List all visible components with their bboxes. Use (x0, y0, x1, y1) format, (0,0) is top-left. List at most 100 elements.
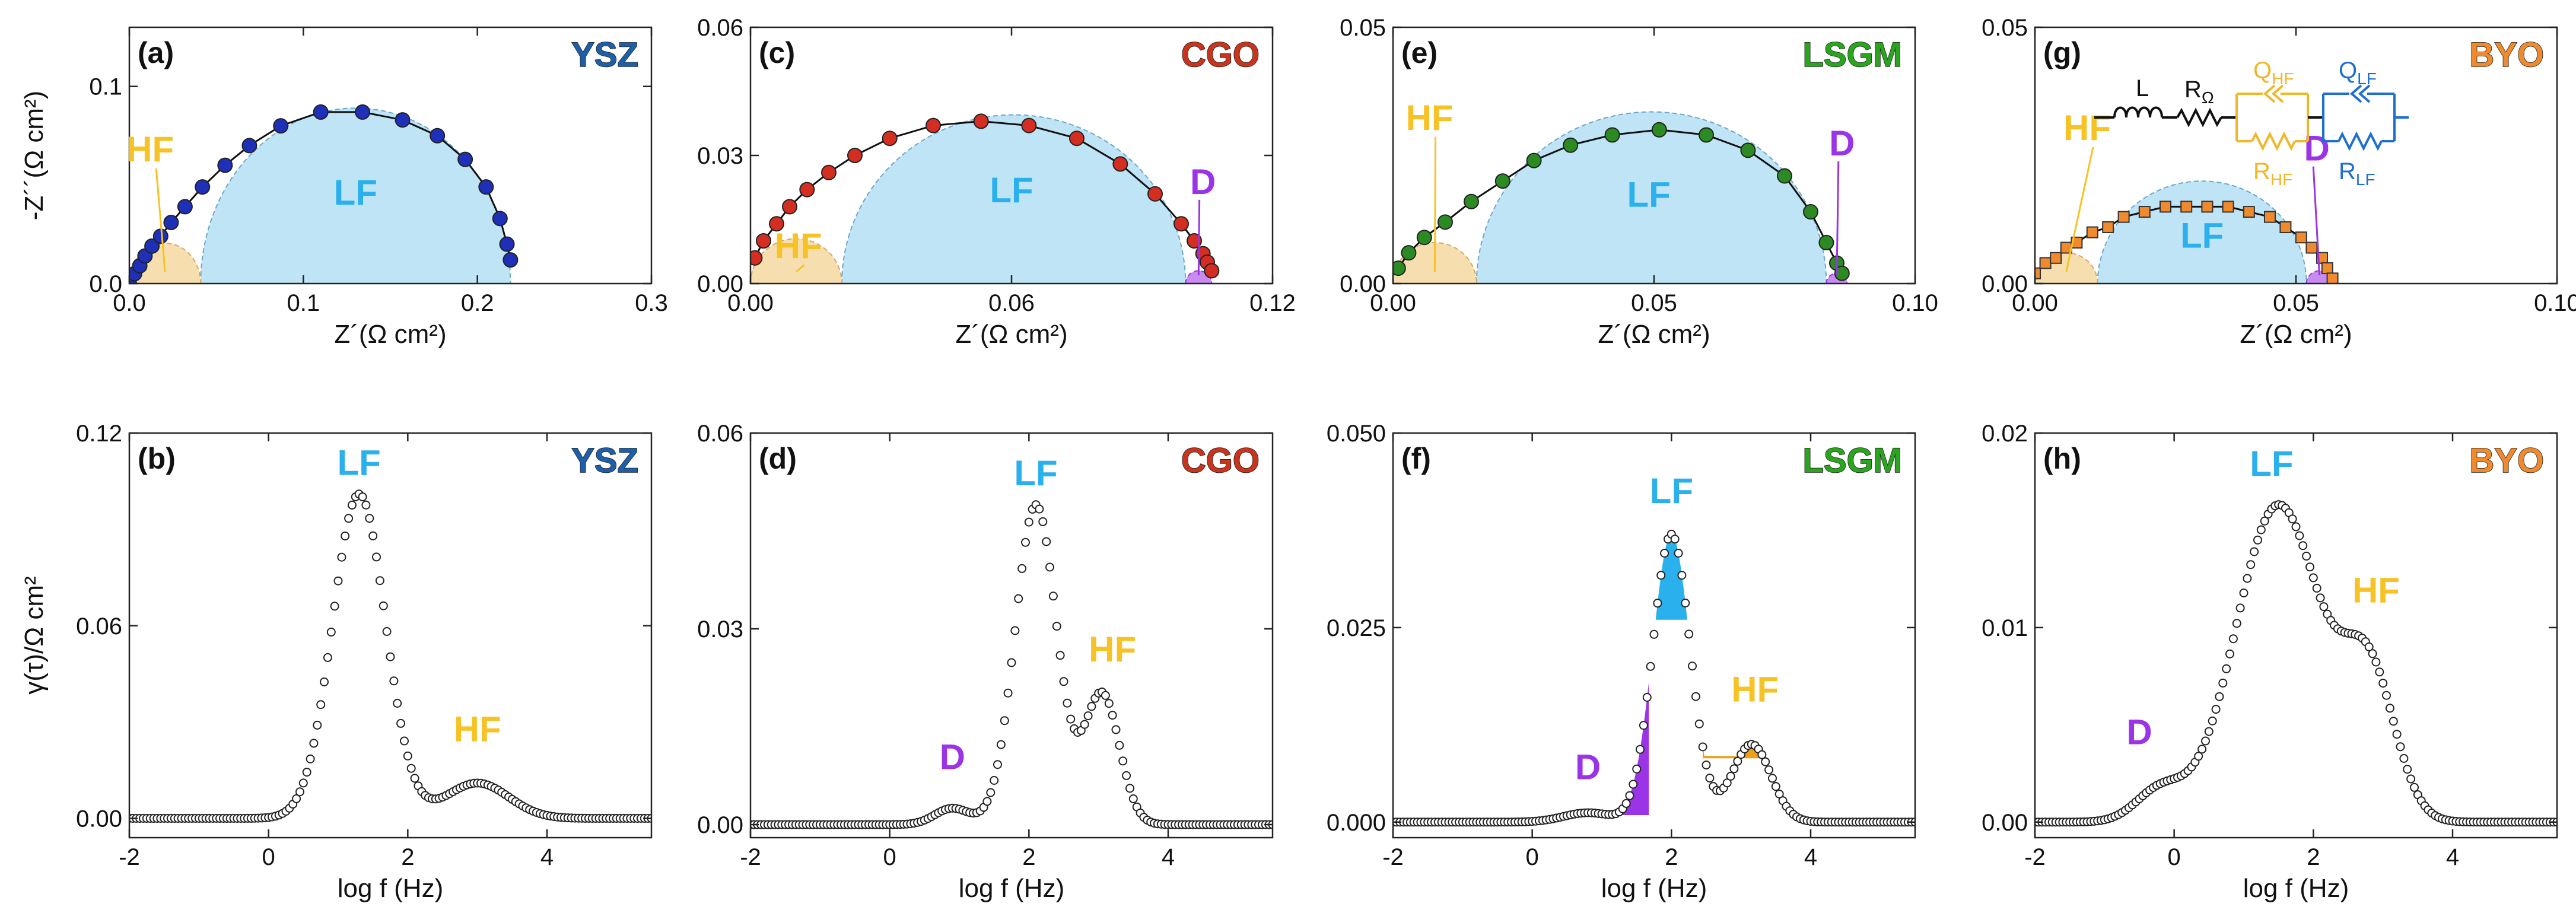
data-point (1777, 168, 1792, 184)
data-point (316, 700, 326, 710)
data-point (1722, 778, 1732, 788)
data-point (1726, 772, 1735, 781)
annotation-d: D (1190, 162, 1216, 202)
x-tick-label: 4 (540, 844, 554, 870)
data-point (292, 794, 301, 803)
data-point (2399, 754, 2409, 763)
data-point (2232, 619, 2241, 628)
data-point (1066, 714, 1076, 724)
data-point (2228, 634, 2238, 644)
data-point (344, 514, 354, 523)
axes-frame-h (2034, 432, 2558, 839)
data-point (1670, 535, 1680, 544)
data-point (1677, 571, 1687, 580)
x-tick-label: 2 (2307, 844, 2320, 870)
data-point (1059, 677, 1068, 686)
data-point (799, 182, 815, 198)
data-point (1045, 562, 1054, 572)
ohmic-resistor-label: RΩ (2184, 77, 2214, 107)
data-point (2222, 664, 2231, 673)
data-point (1625, 791, 1634, 800)
data-point (2288, 514, 2297, 524)
material-label: LSGM (1802, 441, 1902, 480)
data-point (2291, 522, 2301, 532)
data-point (1740, 142, 1756, 158)
x-tick-label: 0.05 (2273, 290, 2319, 316)
data-point (1674, 549, 1683, 558)
lf-arc-c (842, 115, 1185, 284)
data-point (2246, 560, 2256, 570)
data-point (1021, 537, 1030, 547)
lf-peak-fill (1655, 534, 1687, 620)
x-tick-label: 0.05 (1631, 290, 1677, 316)
annotation-d: D (2126, 712, 2152, 752)
data-point (2256, 525, 2266, 535)
y-tick-label: 0.000 (1327, 810, 1386, 836)
panel-h: -2 0 2 4 0.00 0.01 0.02 log f (Hz) (h) BYO LF HF D (1982, 421, 2558, 903)
data-point (400, 736, 409, 746)
data-point (1017, 564, 1027, 573)
x-axis-label: Z´(Ω cm²) (334, 320, 446, 349)
annotation-lf: LF (2250, 444, 2293, 483)
data-point (1204, 263, 1220, 279)
x-axis-label: log f (Hz) (1601, 874, 1707, 903)
data-point (1038, 517, 1048, 526)
x-tick-label: 0.10 (2534, 290, 2576, 316)
annotation-d: D (1829, 123, 1855, 163)
data-point (2222, 201, 2234, 213)
hf-pointer (796, 264, 805, 273)
y-tick-label: 0.025 (1327, 615, 1386, 641)
data-point (2260, 516, 2269, 526)
data-point (2326, 272, 2339, 284)
material-label: YSZ (571, 441, 638, 480)
data-point (177, 199, 193, 215)
data-point (217, 157, 233, 173)
data-point (1684, 629, 1694, 639)
material-label: BYO (2469, 36, 2544, 74)
data-point (1173, 216, 1189, 232)
panel-label: (e) (1401, 36, 1438, 69)
data-point (2308, 573, 2318, 583)
x-tick-label: 0.3 (635, 290, 668, 316)
data-point (2385, 704, 2394, 713)
data-point (1604, 127, 1620, 143)
data-point (1111, 725, 1121, 734)
y-tick-label: 0.00 (697, 271, 743, 297)
data-point (1104, 699, 1114, 708)
data-point (993, 760, 1002, 769)
annotation-d: D (940, 737, 965, 777)
r-hf-label: RHF (2253, 158, 2292, 189)
data-point (1563, 137, 1579, 153)
data-point (2396, 742, 2405, 752)
x-tick-label: 0.10 (1892, 290, 1938, 316)
ohmic-resistor-symbol (2176, 107, 2222, 128)
data-point (2364, 642, 2374, 651)
panel-label: (b) (138, 442, 176, 475)
hf-pointer (155, 168, 166, 272)
panel-c: 0.00 0.06 0.12 0.00 0.03 0.06 Z´(Ω cm²) (c) CGO H… (697, 15, 1296, 349)
data-point (375, 576, 384, 586)
axes-frame-f (1392, 432, 1916, 839)
data-point (1656, 571, 1666, 580)
y-tick-label: 0.0 (89, 271, 122, 297)
data-point (1649, 629, 1659, 639)
panel-e: 0.00 0.05 0.10 0.00 0.05 Z´(Ω cm²) (e) LSGM HF LF… (1340, 15, 1938, 349)
data-point (386, 652, 395, 661)
data-point (2321, 262, 2333, 275)
data-point (1632, 764, 1642, 774)
material-label: CGO (1181, 36, 1260, 74)
data-point (358, 492, 367, 501)
annotation-d: D (1575, 747, 1601, 787)
data-point (330, 602, 339, 611)
data-point (2071, 236, 2083, 249)
data-point (2250, 547, 2259, 556)
data-point (1118, 756, 1128, 766)
annotation-hf: HF (454, 710, 501, 749)
annotation-lf: LF (334, 173, 377, 212)
plot-area-h (2035, 500, 2557, 827)
data-point (1393, 260, 1406, 276)
data-point (2218, 678, 2228, 688)
annotation-hf: HF (2063, 108, 2111, 148)
y-tick-label: 0.1 (89, 74, 122, 100)
y-tick-label: 0.03 (697, 616, 743, 642)
